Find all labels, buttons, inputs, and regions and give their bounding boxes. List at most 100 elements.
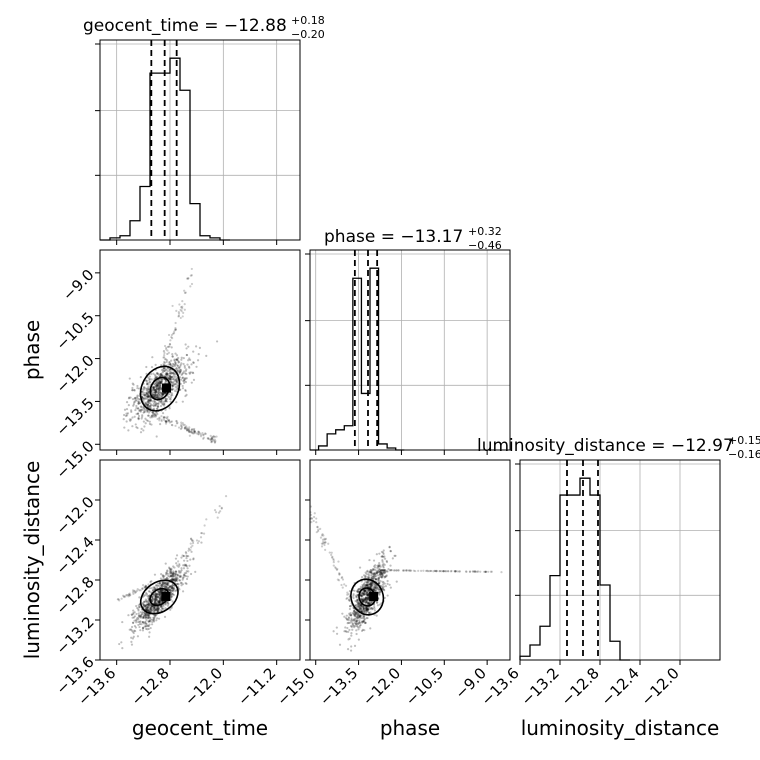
scatter-point	[132, 621, 135, 624]
scatter-point	[152, 402, 156, 405]
scatter-point	[153, 400, 156, 403]
scatter-point	[182, 381, 186, 385]
scatter-point	[362, 574, 366, 577]
scatter-point	[376, 577, 379, 580]
scatter-point	[153, 605, 156, 608]
scatter-point	[133, 415, 136, 418]
scatter-point	[154, 391, 157, 394]
scatter-point	[372, 588, 376, 591]
scatter-point	[170, 571, 173, 574]
scatter-point	[155, 384, 158, 387]
scatter-point	[158, 396, 161, 399]
scatter-point	[185, 425, 188, 428]
scatter-point	[170, 567, 173, 570]
scatter-point	[144, 395, 147, 398]
scatter-point	[377, 580, 380, 583]
scatter-point	[164, 607, 167, 610]
scatter-point	[174, 352, 177, 355]
scatter-point	[163, 574, 166, 578]
scatter-point	[157, 402, 160, 405]
scatter-point	[192, 432, 195, 435]
scatter-point	[146, 614, 149, 617]
scatter-point	[376, 604, 380, 607]
scatter-point	[149, 626, 152, 630]
scatter-point	[168, 585, 171, 588]
scatter-point	[187, 277, 190, 280]
scatter-point	[163, 369, 166, 372]
scatter-point	[180, 370, 183, 373]
scatter-point	[178, 368, 182, 371]
scatter-point	[374, 572, 377, 575]
scatter-point	[154, 393, 157, 396]
scatter-point	[177, 583, 180, 586]
scatter-point	[131, 397, 135, 401]
scatter-point	[143, 394, 147, 397]
scatter-point	[159, 404, 163, 408]
scatter-point	[380, 571, 383, 575]
scatter-point	[144, 625, 147, 628]
scatter-point	[162, 367, 165, 370]
scatter-point	[157, 595, 160, 598]
scatter-point	[186, 575, 189, 578]
scatter-point	[172, 575, 175, 578]
scatter-point	[167, 420, 170, 423]
scatter-point	[184, 563, 188, 567]
scatter-point	[156, 387, 159, 390]
scatter-point	[121, 620, 124, 624]
scatter-point	[151, 605, 154, 608]
scatter-point	[361, 583, 364, 587]
scatter-point	[215, 340, 219, 343]
scatter-point	[184, 369, 187, 372]
scatter-point	[164, 419, 167, 423]
scatter-point	[386, 579, 389, 583]
scatter-point	[154, 608, 158, 611]
scatter-point	[171, 600, 174, 603]
scatter-point	[174, 373, 177, 376]
panel-hist-luminosity-distance: −13.6−13.2−12.8−12.4−12.0	[478, 459, 721, 709]
scatter-point	[154, 391, 157, 395]
scatter-point	[370, 582, 373, 586]
scatter-point	[172, 571, 176, 574]
scatter-point	[167, 351, 171, 354]
scatter-point	[156, 413, 159, 416]
scatter-point	[166, 582, 169, 585]
scatter-point	[154, 414, 157, 417]
scatter-point	[136, 606, 139, 610]
scatter-point	[189, 572, 193, 576]
scatter-point	[167, 602, 170, 605]
scatter-point	[158, 600, 161, 603]
scatter-point	[366, 569, 369, 572]
scatter-point	[192, 557, 195, 560]
x-tick-label: −12.8	[128, 664, 173, 709]
scatter-point	[154, 608, 157, 611]
scatter-point	[171, 595, 174, 598]
scatter-point	[155, 407, 159, 411]
scatter-point	[133, 619, 136, 622]
scatter-point	[128, 628, 131, 631]
scatter-point	[383, 557, 387, 560]
scatter-point	[350, 618, 354, 621]
scatter-point	[157, 599, 161, 603]
scatter-point	[170, 572, 173, 575]
scatter-point	[364, 597, 367, 600]
scatter-point	[153, 597, 156, 601]
scatter-point	[370, 575, 373, 578]
scatter-point	[148, 604, 151, 607]
scatter-point	[348, 628, 351, 632]
scatter-point	[422, 569, 425, 572]
title-geocent-time-minus: −0.20	[291, 28, 325, 41]
scatter-point	[361, 605, 364, 608]
scatter-point	[129, 593, 132, 597]
scatter-point	[168, 374, 172, 378]
scatter-point	[154, 595, 158, 598]
scatter-point	[379, 568, 382, 571]
scatter-point	[367, 583, 370, 586]
scatter-point	[143, 594, 146, 597]
scatter-point	[377, 570, 380, 574]
scatter-point	[142, 387, 146, 390]
scatter-point	[374, 587, 377, 590]
scatter-point	[164, 420, 167, 423]
scatter-point	[166, 345, 169, 349]
scatter-point	[370, 577, 373, 580]
scatter-point	[149, 398, 152, 402]
